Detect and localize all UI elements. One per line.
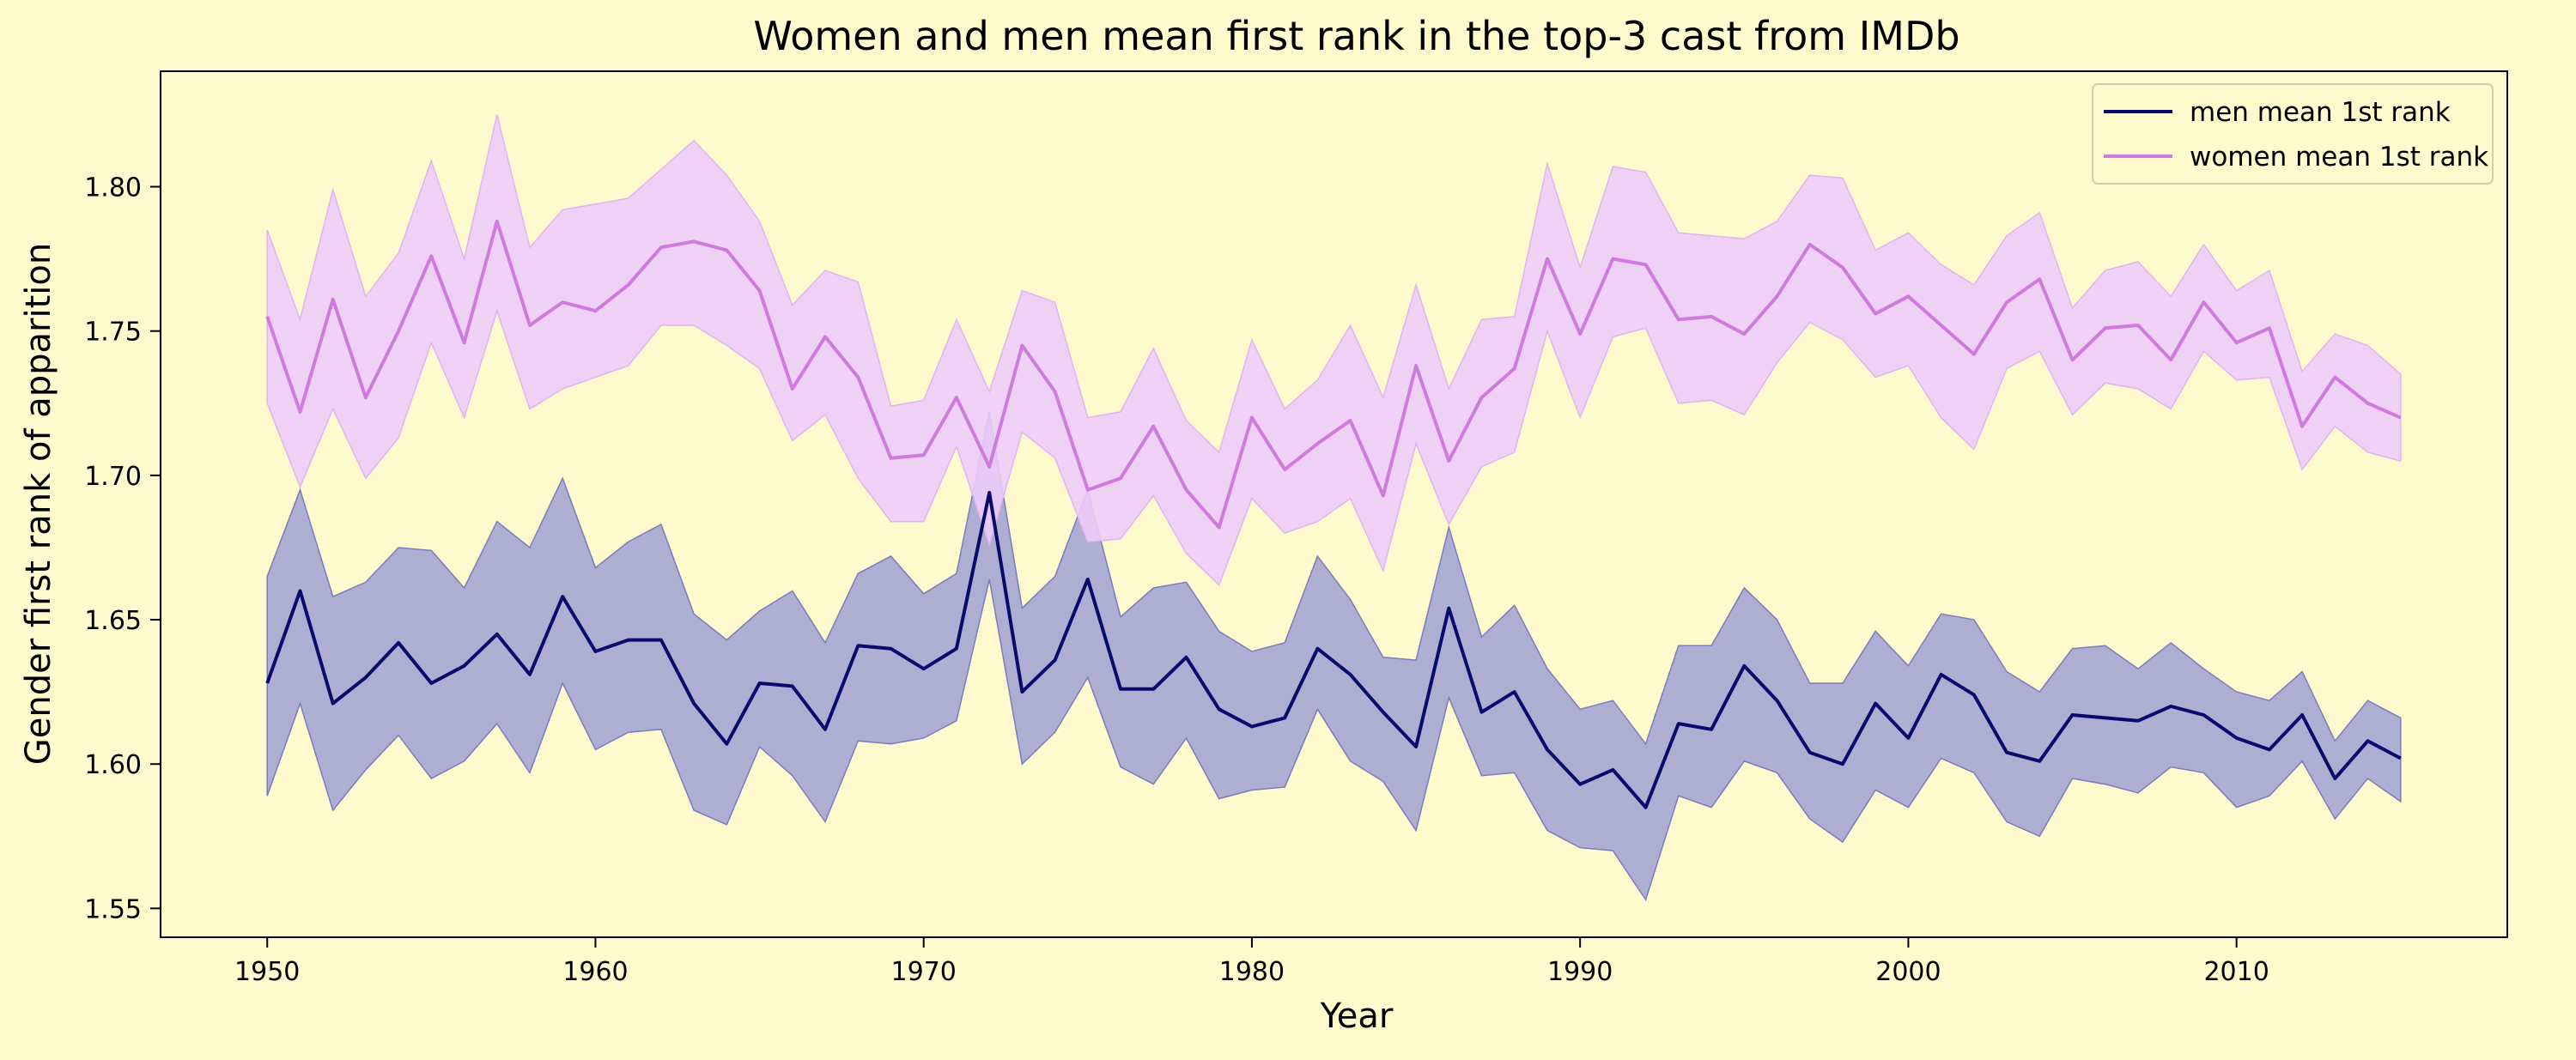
plot-area [160,70,2508,938]
x-tick-label: 1950 [234,957,300,987]
x-tick-label: 2000 [1875,957,1941,987]
x-tick-label: 1960 [562,957,628,987]
legend-label-women: women mean 1st rank [2190,142,2488,173]
y-tick-label: 1.65 [84,606,142,636]
y-tick-label: 1.75 [84,318,142,348]
y-tick-label: 1.60 [84,750,142,780]
x-tick-label: 1990 [1547,957,1613,987]
x-axis: 1950 1960 1970 1980 1990 2000 2010 [234,937,2269,987]
legend-label-men: men mean 1st rank [2190,97,2451,128]
legend: men mean 1st rank women mean 1st rank [2092,83,2494,185]
men-series-line [265,491,2402,809]
y-tick-label: 1.55 [84,894,142,924]
x-tick-label: 1980 [1219,957,1285,987]
x-axis-label: Year [1320,996,1394,1036]
women-series-line [265,219,2402,530]
legend-box [2092,83,2494,185]
x-tick-label: 1970 [891,957,957,987]
y-tick-label: 1.80 [84,173,142,203]
y-tick-label: 1.70 [84,462,142,492]
y-axis-label: Gender first rank of apparition [19,243,58,765]
x-tick-label: 2010 [2203,957,2269,987]
women-confidence-band [266,114,2402,587]
plot-frame [160,70,2508,938]
chart-title: Women and men mean first rank in the top… [753,13,1959,59]
y-axis: 1.55 1.60 1.65 1.70 1.75 1.80 [84,173,161,924]
